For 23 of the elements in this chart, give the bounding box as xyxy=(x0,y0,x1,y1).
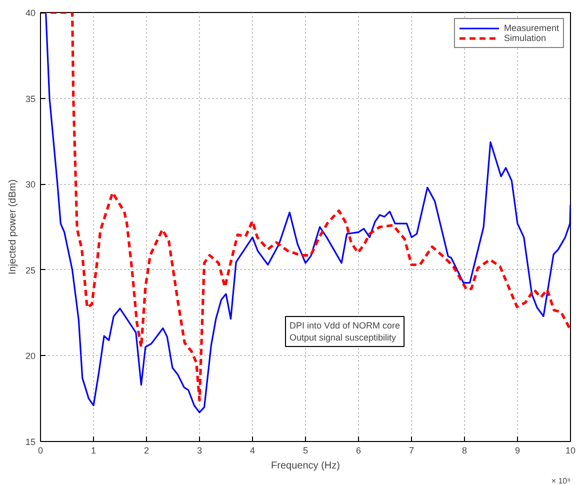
x-tick-label: 9 xyxy=(514,446,520,456)
y-tick-label: 25 xyxy=(25,265,36,276)
legend-label: Simulation xyxy=(504,33,546,43)
x-tick-label: 0 xyxy=(38,446,44,456)
x-tick-label: 3 xyxy=(196,446,202,456)
annotation: DPI into Vdd of NORM core Output signal susceptibility xyxy=(290,320,400,342)
y-tick-label: 30 xyxy=(25,180,36,190)
x-axis-title: Frequency (Hz) xyxy=(271,460,340,472)
x-tick-label: 4 xyxy=(250,446,256,456)
y-tick-label: 40 xyxy=(25,8,36,18)
x-tick-label: 1 xyxy=(90,446,96,456)
x-tick-label: 8 xyxy=(462,446,468,456)
x-tick-label: 7 xyxy=(408,446,414,456)
y-tick-label: 35 xyxy=(25,94,36,104)
x-tick-label: 5 xyxy=(302,446,308,456)
y-axis-title: Injected power (dBm) xyxy=(7,179,18,275)
x-tick-label: 10 xyxy=(565,446,576,456)
x-tick-label: 2 xyxy=(144,446,150,456)
y-tick-label: 20 xyxy=(25,351,36,362)
x-tick-label: 6 xyxy=(356,446,362,456)
text: × 10⁸ xyxy=(551,476,571,485)
y-tick-label: 15 xyxy=(25,437,36,447)
legend-label: Measurement xyxy=(504,23,559,33)
